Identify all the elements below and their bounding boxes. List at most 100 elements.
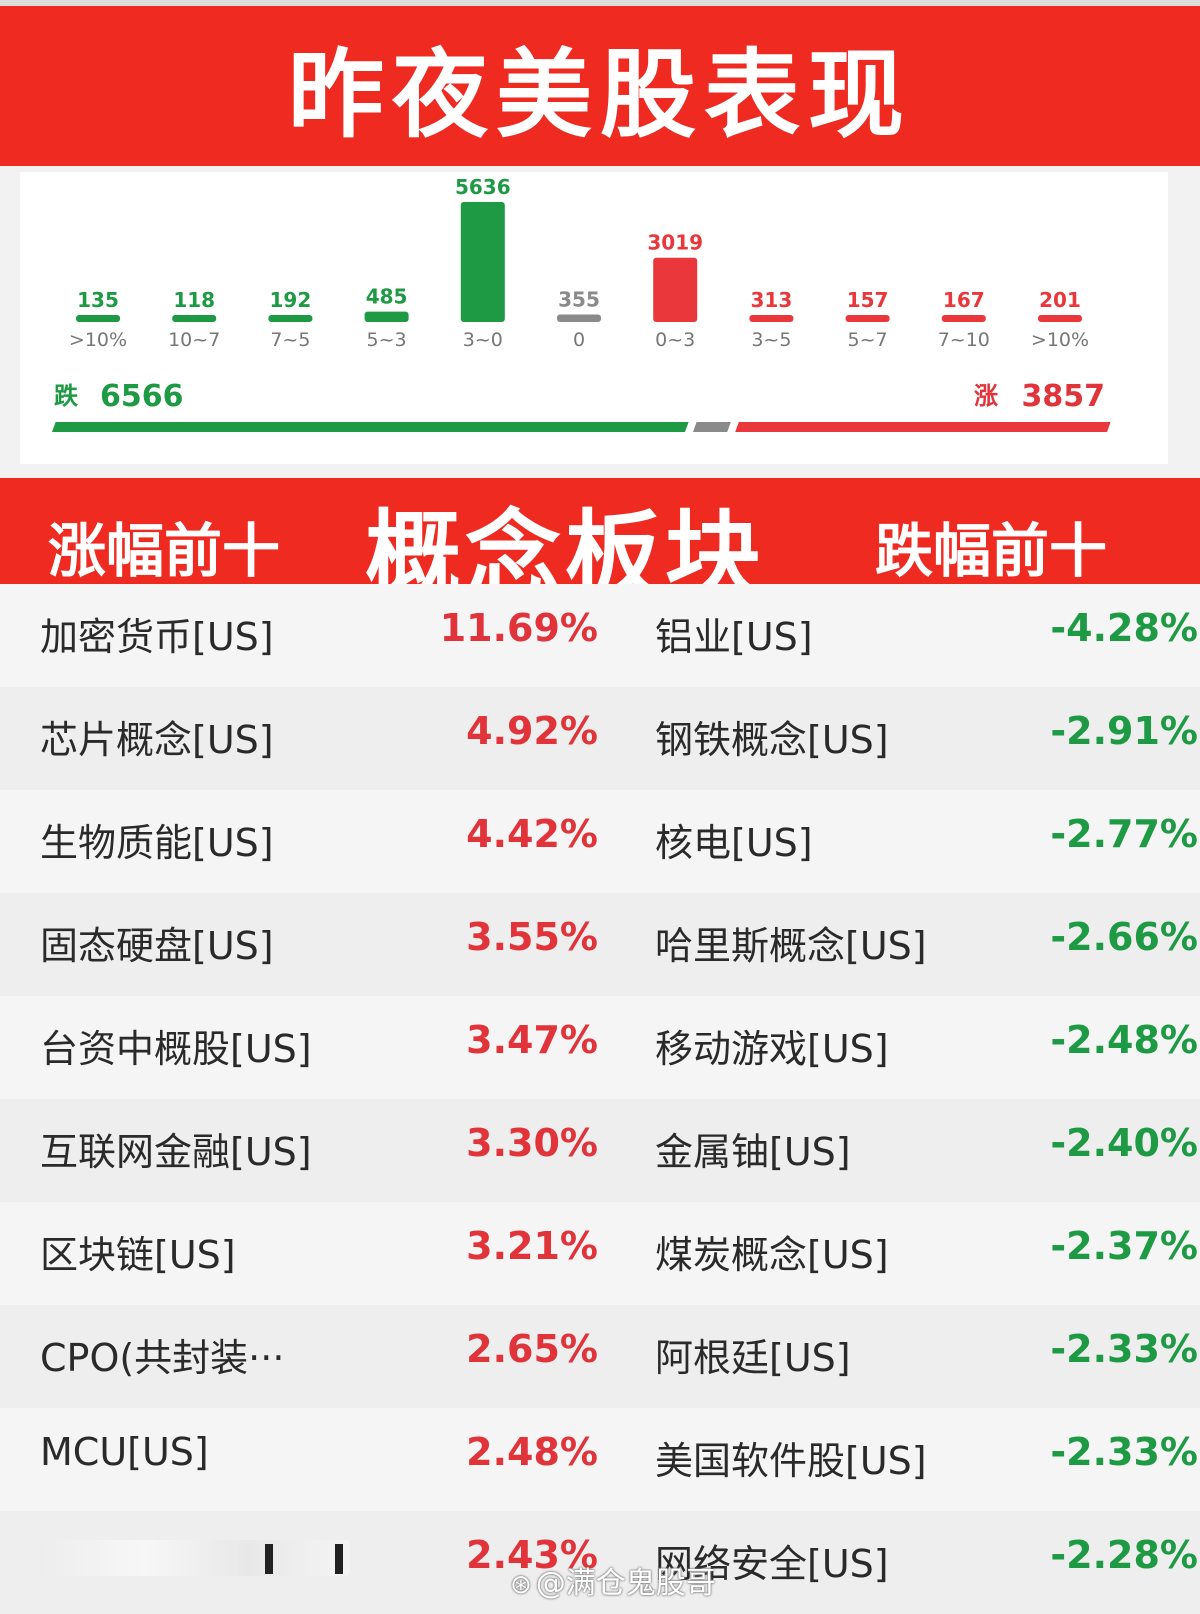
fall-sector-change: -2.48% [1050, 1018, 1198, 1062]
rise-sector-change: 11.69% [439, 606, 598, 650]
table-row[interactable]: 固态硬盘[US] 3.55% 哈里斯概念[US] -2.66% [0, 893, 1200, 996]
table-row[interactable]: 台资中概股[US] 3.47% 移动游戏[US] -2.48% [0, 996, 1200, 1099]
rise-label: 涨 [974, 382, 998, 410]
table-row[interactable]: 芯片概念[US] 4.92% 钢铁概念[US] -2.91% [0, 687, 1200, 790]
bar-value-label: 157 [847, 288, 889, 312]
fall-sector-change: -2.66% [1050, 915, 1198, 959]
table-row[interactable]: 加密货币[US] 11.69% 铝业[US] -4.28% [0, 584, 1200, 687]
title-banner: 昨夜美股表现 [0, 6, 1200, 166]
rise-count: 3857 [1022, 379, 1106, 414]
fall-sector-change: -2.37% [1050, 1224, 1198, 1268]
bar-value-label: 3019 [647, 231, 703, 255]
rise-sector-name: 芯片概念[US] [40, 718, 274, 762]
rise-sector-name: MCU[US] [40, 1430, 209, 1474]
distribution-bar [749, 315, 794, 322]
rise-sector-name: 台资中概股[US] [40, 1027, 312, 1071]
bar-value-label: 355 [558, 287, 600, 311]
fall-sector-change: -2.40% [1050, 1121, 1198, 1165]
bar-value-label: 192 [270, 288, 312, 312]
table-row[interactable]: 2.43% 网络安全[US] -2.28% [0, 1511, 1200, 1614]
table-row[interactable]: CPO(共封装··· 2.65% 阿根廷[US] -2.33% [0, 1305, 1200, 1408]
rise-sector-change: 2.43% [466, 1533, 598, 1577]
rise-sector-change: 4.92% [466, 709, 598, 753]
fall-sector-change: -2.33% [1050, 1327, 1198, 1371]
page-title: 昨夜美股表现 [288, 38, 912, 151]
bar-value-label: 118 [173, 288, 215, 312]
rise-sector-change: 3.47% [466, 1018, 598, 1062]
distribution-bar [76, 315, 120, 322]
category-label: 3~5 [751, 329, 791, 351]
fall-count: 6566 [100, 379, 184, 414]
fall-top10-title: 跌幅前十 [875, 517, 1108, 585]
fall-ratio-bar [52, 422, 689, 432]
category-label: 10~7 [168, 329, 220, 351]
rise-sector-name: 区块链[US] [40, 1233, 236, 1277]
top-strip [0, 0, 1200, 6]
fall-label: 跌 [54, 382, 79, 410]
category-label: 5~3 [367, 329, 407, 351]
distribution-bar [364, 311, 409, 322]
table-row[interactable]: MCU[US] 2.48% 美国软件股[US] -2.33% [0, 1408, 1200, 1511]
category-label: 5~7 [848, 329, 888, 351]
fall-sector-name: 哈里斯概念[US] [655, 924, 927, 968]
fall-sector-name: 美国软件股[US] [655, 1439, 927, 1483]
bar-value-label: 5636 [455, 175, 511, 199]
rise-sector-name: 加密货币[US] [40, 615, 274, 659]
category-label: >10% [1031, 329, 1089, 351]
rise-sector-name: CPO(共封装··· [40, 1336, 285, 1380]
distribution-chart: 135 >10% 118 10~7 192 7~5 485 5~3 5636 3~0 355 0 301… [52, 175, 1111, 432]
watermark: ⊛ @满仓鬼股哥 [510, 1558, 716, 1602]
category-label: 7~10 [938, 329, 990, 351]
weibo-icon: ⊛ [510, 1570, 532, 1600]
distribution-bar [172, 315, 217, 322]
fall-sector-change: -2.33% [1050, 1430, 1198, 1474]
rise-sector-change: 2.65% [466, 1327, 598, 1371]
fall-sector-change: -2.91% [1050, 709, 1198, 753]
fall-sector-name: 阿根廷[US] [655, 1336, 851, 1380]
fall-sector-name: 钢铁概念[US] [655, 718, 889, 762]
rise-sector-name: 互联网金融[US] [40, 1130, 312, 1174]
obscured-sector-name [40, 1540, 350, 1576]
rise-sector-name: 生物质能[US] [40, 821, 274, 865]
category-label: >10% [69, 329, 127, 351]
rise-sector-change: 3.55% [466, 915, 598, 959]
rise-sector-change: 2.48% [466, 1430, 598, 1474]
rise-sector-change: 4.42% [466, 812, 598, 856]
obscured-mark [265, 1544, 273, 1574]
rise-sector-change: 3.21% [466, 1224, 598, 1268]
flat-ratio-bar [692, 422, 731, 432]
rise-sector-change: 3.30% [466, 1121, 598, 1165]
table-row[interactable]: 互联网金融[US] 3.30% 金属铀[US] -2.40% [0, 1099, 1200, 1202]
bar-value-label: 167 [943, 288, 985, 312]
distribution-bar [460, 202, 505, 322]
fall-sector-name: 移动游戏[US] [655, 1027, 889, 1071]
distribution-bar [268, 315, 313, 322]
rise-ratio-bar [735, 422, 1111, 432]
distribution-bar [557, 314, 601, 322]
bar-value-label: 485 [366, 285, 408, 309]
category-label: 0 [573, 329, 585, 351]
distribution-bar [941, 315, 986, 322]
obscured-mark [335, 1544, 343, 1574]
rise-top10-title: 涨幅前十 [48, 517, 281, 585]
distribution-bar [1038, 315, 1082, 322]
distribution-chart-card: 135 >10% 118 10~7 192 7~5 485 5~3 5636 3~0 355 0 301… [20, 172, 1168, 464]
fall-sector-change: -2.77% [1050, 812, 1198, 856]
fall-sector-name: 核电[US] [655, 821, 813, 865]
fall-sector-name: 煤炭概念[US] [655, 1233, 889, 1277]
category-label: 7~5 [270, 329, 310, 351]
fall-sector-name: 网络安全[US] [655, 1542, 889, 1586]
category-label: 3~0 [463, 329, 503, 351]
bar-value-label: 313 [751, 288, 793, 312]
bar-value-label: 201 [1039, 288, 1081, 312]
fall-sector-change: -4.28% [1050, 606, 1198, 650]
distribution-bar [845, 315, 890, 322]
watermark-text: @满仓鬼股哥 [535, 1566, 716, 1601]
table-row[interactable]: 区块链[US] 3.21% 煤炭概念[US] -2.37% [0, 1202, 1200, 1305]
concept-banner: 涨幅前十 概念板块 跌幅前十 [0, 478, 1200, 612]
fall-sector-name: 铝业[US] [655, 615, 813, 659]
fall-sector-name: 金属铀[US] [655, 1130, 851, 1174]
table-row[interactable]: 生物质能[US] 4.42% 核电[US] -2.77% [0, 790, 1200, 893]
rise-sector-name: 固态硬盘[US] [40, 924, 274, 968]
bar-value-label: 135 [77, 288, 119, 312]
